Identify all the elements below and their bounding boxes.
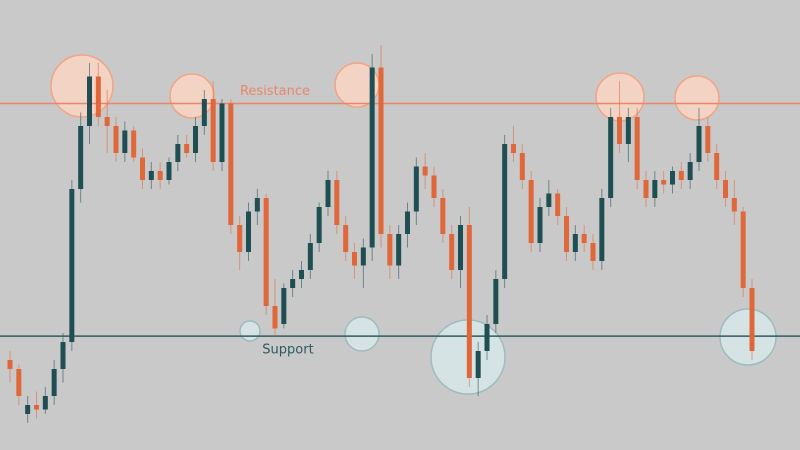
candle-body [140,157,145,180]
candle-body [25,405,31,414]
candle-body [254,198,260,212]
candle-body [78,126,84,189]
candle-body [113,126,119,153]
candle-body [590,243,596,261]
highlight-circle [50,54,114,118]
candle-body [537,207,543,243]
candle-body [661,180,667,185]
candle-body [440,198,446,234]
resistance-highlights [50,54,720,122]
candle-body [325,180,331,207]
candle-body [546,193,552,207]
candle-body [617,117,622,144]
highlight-circle [169,73,215,119]
candle-body [193,126,198,153]
candle-body [51,369,57,396]
support-highlights [239,308,777,395]
candle-body [387,234,393,266]
candle-body [210,99,216,162]
highlight-circle [719,308,777,366]
candle-body [705,126,711,153]
candle-body [352,252,357,266]
candle-body [749,288,755,351]
candle-body [405,211,410,234]
candle-body [95,76,101,117]
candle-body [184,144,190,153]
candle-body [360,247,366,266]
candle-body [42,396,48,410]
candle-body [175,144,181,162]
candle-body [696,126,702,162]
candle-body [466,225,472,378]
level-label: Resistance [240,84,310,99]
level-label: Support [262,343,313,358]
candle-body [431,175,437,198]
candle-body [7,360,13,369]
candle-body [643,180,649,198]
candle-body [378,67,384,234]
candle-body [511,144,516,153]
candle-body [502,144,508,279]
candle-body [131,130,137,158]
candle-body [599,198,605,261]
candle-body [634,117,640,180]
candle-body [157,171,163,180]
candle-body [246,211,251,252]
candle-body [564,216,569,252]
candle-body [687,162,693,180]
candle-body [475,351,481,378]
candle-body [555,193,561,216]
candle-body [148,171,154,180]
candle-body [60,342,66,369]
candle-body [219,103,225,162]
candle-body [678,171,684,180]
candle-body [228,103,234,225]
candle-body [731,198,737,212]
candle-body [122,130,128,153]
candle-body [740,211,746,288]
candle-body [34,405,39,410]
candle-body [449,234,455,270]
candle-body [166,162,172,180]
highlight-circle [239,320,261,342]
candle-body [69,189,75,342]
candle-body [87,76,92,126]
candle-body [519,153,525,180]
candle-body [201,99,207,126]
highlight-circle [674,75,720,121]
candle-body [670,171,675,185]
candle-body [723,180,728,198]
candle-body [104,117,110,126]
highlight-circle [344,316,380,352]
candle-body [714,153,720,180]
candle-body [272,306,278,329]
candle-body [237,225,243,252]
candle-body [608,117,614,198]
candle-body [581,234,587,243]
candle-body [369,67,375,248]
candle-body [343,225,349,252]
candle-body [307,243,313,270]
candle-body [422,166,428,176]
candle-body [484,324,490,351]
candle-body [572,234,578,252]
candle-body [493,279,499,324]
candle-body [16,369,22,396]
candle-body [290,279,296,288]
candle-body [413,166,419,212]
candle-body [334,180,340,225]
candle-body [396,234,402,266]
candle-body [652,180,658,198]
candle-body [316,207,322,243]
candle-body [299,270,304,279]
candle-body [263,198,269,306]
candle-body [528,180,534,243]
candle-body [281,288,287,324]
candle-body [458,225,463,270]
candle-body [625,117,631,144]
